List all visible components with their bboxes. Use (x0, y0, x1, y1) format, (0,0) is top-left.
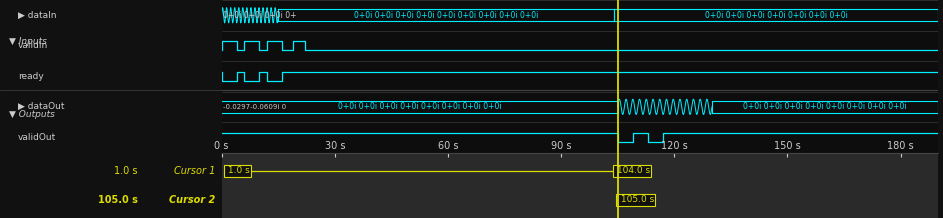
Text: 105.0 s: 105.0 s (97, 195, 138, 205)
Text: ▶ dataOut: ▶ dataOut (18, 102, 64, 111)
Text: 0+0i 0+0i 0+0i 0+: 0+0i 0+0i 0+0i 0+ (223, 11, 297, 20)
Text: ▶ dataIn: ▶ dataIn (18, 11, 57, 20)
Text: Cursor 2: Cursor 2 (169, 195, 215, 205)
Text: validOut: validOut (18, 133, 56, 142)
Text: ready: ready (18, 72, 43, 81)
Text: validIn: validIn (18, 41, 48, 50)
Text: 1.0 s: 1.0 s (114, 166, 138, 176)
Text: ▼ Inputs: ▼ Inputs (8, 37, 47, 46)
Text: Cursor 1: Cursor 1 (174, 166, 215, 176)
Text: -0.0297-0.0609i 0: -0.0297-0.0609i 0 (223, 104, 287, 110)
Text: 105.0 s: 105.0 s (618, 195, 653, 204)
Text: ▼ Outputs: ▼ Outputs (8, 110, 55, 119)
Text: 0+0i 0+0i 0+0i 0+0i 0+0i 0+0i 0+0i 0+0i: 0+0i 0+0i 0+0i 0+0i 0+0i 0+0i 0+0i 0+0i (338, 102, 502, 111)
Text: 0+0i 0+0i 0+0i 0+0i 0+0i 0+0i 0+0i: 0+0i 0+0i 0+0i 0+0i 0+0i 0+0i 0+0i (704, 11, 848, 20)
Text: 1.0 s: 1.0 s (225, 166, 250, 175)
Text: 104.0 s: 104.0 s (614, 166, 650, 175)
Text: 0+0i 0+0i 0+0i 0+0i 0+0i 0+0i 0+0i 0+0i: 0+0i 0+0i 0+0i 0+0i 0+0i 0+0i 0+0i 0+0i (743, 102, 907, 111)
Text: 0+0i 0+0i 0+0i 0+0i 0+0i 0+0i 0+0i 0+0i 0+0i: 0+0i 0+0i 0+0i 0+0i 0+0i 0+0i 0+0i 0+0i … (354, 11, 538, 20)
